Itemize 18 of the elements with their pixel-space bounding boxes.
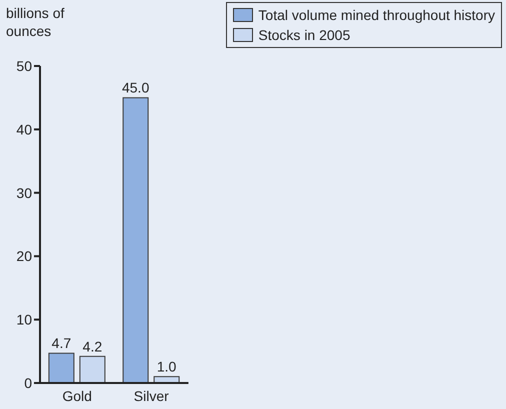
y-tick-label: 0 — [24, 374, 32, 391]
legend-label: Stocks in 2005 — [257, 26, 352, 45]
y-tick-label: 20 — [16, 248, 32, 264]
x-tick-label: Gold — [62, 388, 92, 404]
bar — [48, 352, 74, 383]
data-label: 45.0 — [122, 80, 150, 96]
bar — [122, 97, 149, 383]
x-tick-label: Silver — [134, 388, 170, 404]
y-axis-title: billions of ounces — [6, 4, 66, 40]
data-label: 4.2 — [82, 338, 102, 354]
y-tick-label: 10 — [16, 312, 32, 328]
y-tick-label: 50 — [16, 58, 32, 74]
y-tick-label: 40 — [16, 121, 32, 138]
bar — [79, 356, 106, 383]
legend-label: Total volume mined throughout history — [257, 6, 495, 25]
data-label: 4.7 — [52, 335, 72, 352]
data-label: 1.0 — [156, 358, 177, 375]
y-tick-label: 30 — [16, 184, 32, 201]
